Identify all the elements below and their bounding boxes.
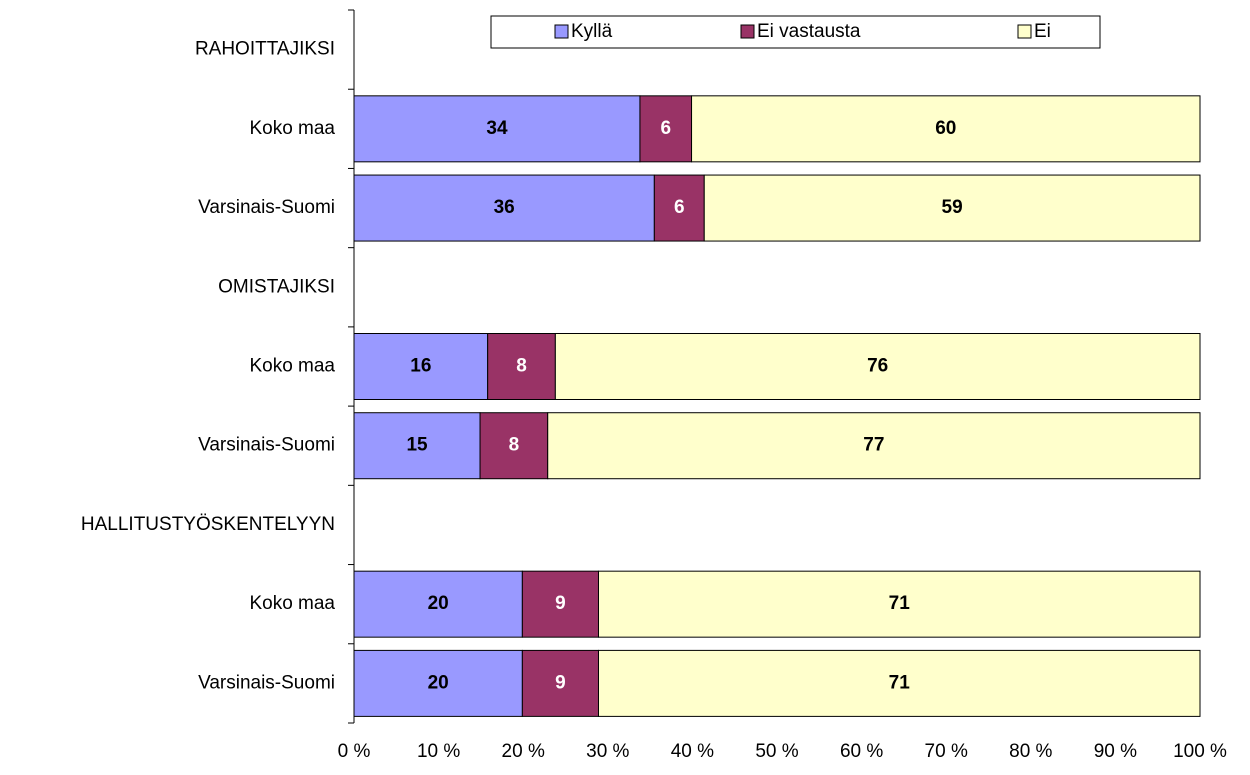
legend-swatch	[740, 24, 755, 39]
legend-box	[490, 15, 1101, 49]
bar-segment	[353, 412, 481, 480]
x-tick-label: 30 %	[586, 741, 629, 762]
bar-segment	[597, 649, 1201, 717]
bar-segment	[703, 174, 1201, 242]
value-label: 6	[674, 197, 685, 218]
x-tick-label: 20 %	[502, 741, 545, 762]
value-label: 20	[428, 672, 449, 693]
value-label: 9	[555, 672, 566, 693]
value-label: 8	[516, 356, 527, 377]
x-tick-label: 60 %	[840, 741, 883, 762]
category-label: Varsinais-Suomi	[198, 672, 335, 693]
bar-segment	[691, 95, 1201, 163]
category-label: HALLITUSTYÖSKENTELYYN	[81, 514, 335, 535]
legend-swatch	[554, 24, 569, 39]
bar-segment	[353, 95, 641, 163]
bar-segment	[547, 412, 1201, 480]
legend-swatch	[1017, 24, 1032, 39]
value-label: 20	[428, 593, 449, 614]
x-tick-label: 70 %	[925, 741, 968, 762]
value-label: 15	[406, 435, 428, 456]
value-label: 6	[660, 118, 671, 139]
category-label: Koko maa	[249, 593, 335, 614]
value-label: 8	[509, 435, 520, 456]
value-label: 76	[867, 356, 888, 377]
value-label: 71	[889, 672, 911, 693]
category-label: Varsinais-Suomi	[198, 435, 335, 456]
x-tick-label: 50 %	[755, 741, 798, 762]
x-tick-label: 100 %	[1173, 741, 1227, 762]
x-tick-label: 40 %	[671, 741, 714, 762]
bar-segment	[521, 649, 599, 717]
bar-segment	[353, 649, 523, 717]
value-label: 59	[942, 197, 963, 218]
bar-segment	[554, 333, 1201, 400]
x-tick-label: 90 %	[1094, 741, 1137, 762]
value-label: 71	[889, 593, 911, 614]
bar-segment	[487, 333, 556, 400]
value-label: 34	[486, 118, 508, 139]
value-label: 36	[494, 197, 515, 218]
legend-label: Kyllä	[571, 21, 613, 42]
bar-segment	[521, 570, 599, 638]
bar-segment	[479, 412, 549, 480]
x-tick-label: 0 %	[338, 741, 371, 762]
x-tick-label: 10 %	[417, 741, 460, 762]
bar-segment	[353, 174, 655, 242]
bar-segment	[353, 570, 523, 638]
x-tick-label: 80 %	[1009, 741, 1052, 762]
category-label: Varsinais-Suomi	[198, 197, 335, 218]
value-label: 60	[935, 118, 956, 139]
category-label: RAHOITTAJIKSI	[195, 39, 335, 60]
value-label: 77	[863, 435, 884, 456]
value-label: 16	[410, 356, 431, 377]
category-label: Koko maa	[249, 118, 335, 139]
category-label: Koko maa	[249, 356, 335, 377]
value-label: 9	[555, 593, 566, 614]
legend-label: Ei vastausta	[757, 21, 861, 42]
bar-segment	[597, 570, 1201, 638]
bar-segment	[653, 174, 705, 242]
category-label: OMISTAJIKSI	[218, 276, 335, 297]
legend-label: Ei	[1034, 21, 1051, 42]
